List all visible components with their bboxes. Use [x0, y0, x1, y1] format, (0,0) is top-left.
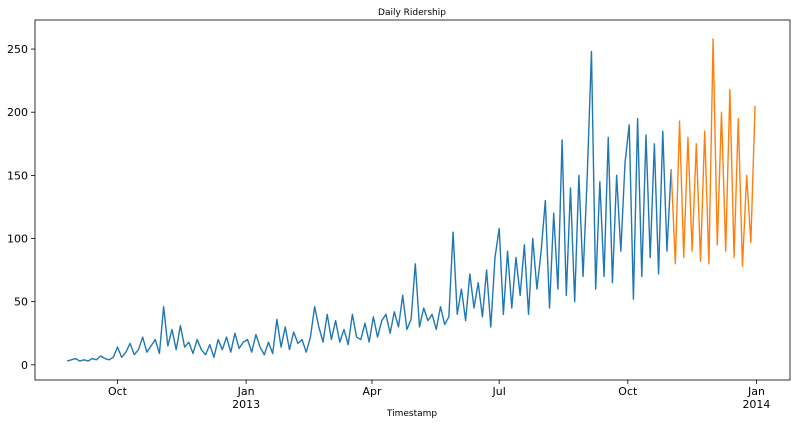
series-line: [66, 50, 672, 362]
x-tick-label: Oct: [108, 385, 128, 398]
y-tick-label: 250: [7, 43, 28, 56]
y-tick-label: 0: [21, 359, 28, 372]
y-tick-label: 150: [7, 169, 28, 182]
y-tick-label: 100: [7, 233, 28, 246]
x-tick-label: Jan 2013: [232, 385, 260, 411]
series-line: [670, 38, 756, 268]
x-tick-label: Jan 2014: [742, 385, 770, 411]
plot-frame: [34, 19, 791, 381]
chart-title: Daily Ridership: [378, 8, 446, 18]
y-tick-label: 200: [7, 106, 28, 119]
x-tick-label: Apr: [362, 385, 382, 398]
x-axis-label: Timestamp: [386, 409, 438, 419]
y-tick-label: 50: [14, 296, 28, 309]
x-tick-label: Jul: [492, 385, 506, 398]
x-tick-label: Oct: [618, 385, 638, 398]
